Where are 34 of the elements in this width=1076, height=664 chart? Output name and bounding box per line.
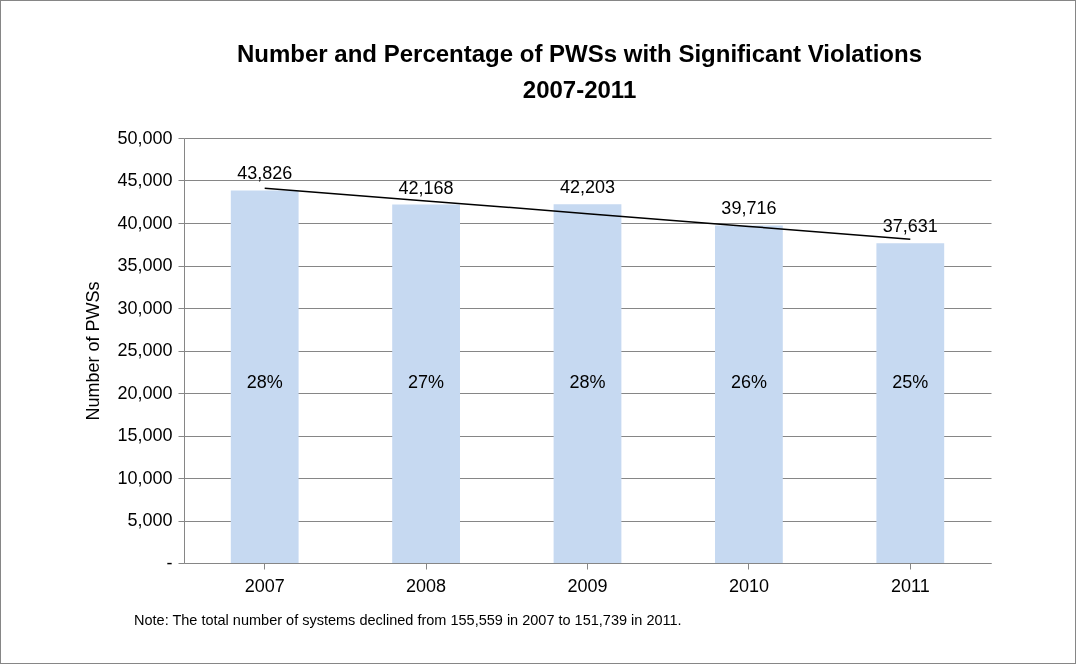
annotation: 27% bbox=[408, 371, 445, 392]
y-tick-label: 15,000 bbox=[117, 425, 173, 445]
y-tick-label: - bbox=[166, 552, 173, 573]
y-tick-label: 35,000 bbox=[117, 255, 173, 275]
x-tick-label: 2009 bbox=[567, 575, 608, 596]
data-label: 43,826 bbox=[237, 163, 293, 184]
y-tick-label: 30,000 bbox=[117, 297, 173, 318]
bar bbox=[392, 204, 460, 563]
data-label: 39,716 bbox=[721, 198, 777, 219]
data-label: 37,631 bbox=[882, 216, 938, 237]
bar bbox=[553, 204, 622, 563]
y-tick-label: 25,000 bbox=[117, 340, 173, 360]
text: Note: The total number of systems declined from 155,559 in 2007 to 151,739 in 2011. bbox=[134, 612, 682, 628]
y-tick-label: 20,000 bbox=[117, 382, 173, 403]
x-tick-label: 2011 bbox=[890, 575, 930, 596]
bar bbox=[230, 190, 299, 563]
y-tick-label: 40,000 bbox=[117, 212, 173, 233]
annotation: 28% bbox=[569, 371, 606, 392]
annotation: 25% bbox=[892, 371, 929, 392]
y-tick-label: 5,000 bbox=[127, 510, 173, 530]
chart-title: Number and Percentage of PWSs with Significant Violations 2007-2011 bbox=[237, 40, 922, 103]
x-tick-label: 2007 bbox=[244, 575, 285, 596]
y-axis-title: Number of PWSs bbox=[83, 281, 104, 421]
y-tick-label: 10,000 bbox=[117, 467, 173, 488]
annotation: 28% bbox=[246, 371, 283, 392]
annotation: 26% bbox=[730, 371, 767, 392]
data-label: 42,203 bbox=[559, 177, 616, 198]
y-tick-label: 50,000 bbox=[117, 127, 173, 148]
bar bbox=[715, 225, 783, 563]
data-label: 42,168 bbox=[398, 177, 454, 198]
bar bbox=[876, 243, 945, 563]
x-tick-label: 2010 bbox=[728, 575, 769, 596]
x-tick-label: 2008 bbox=[406, 575, 447, 596]
y-tick-label: 45,000 bbox=[117, 170, 173, 190]
